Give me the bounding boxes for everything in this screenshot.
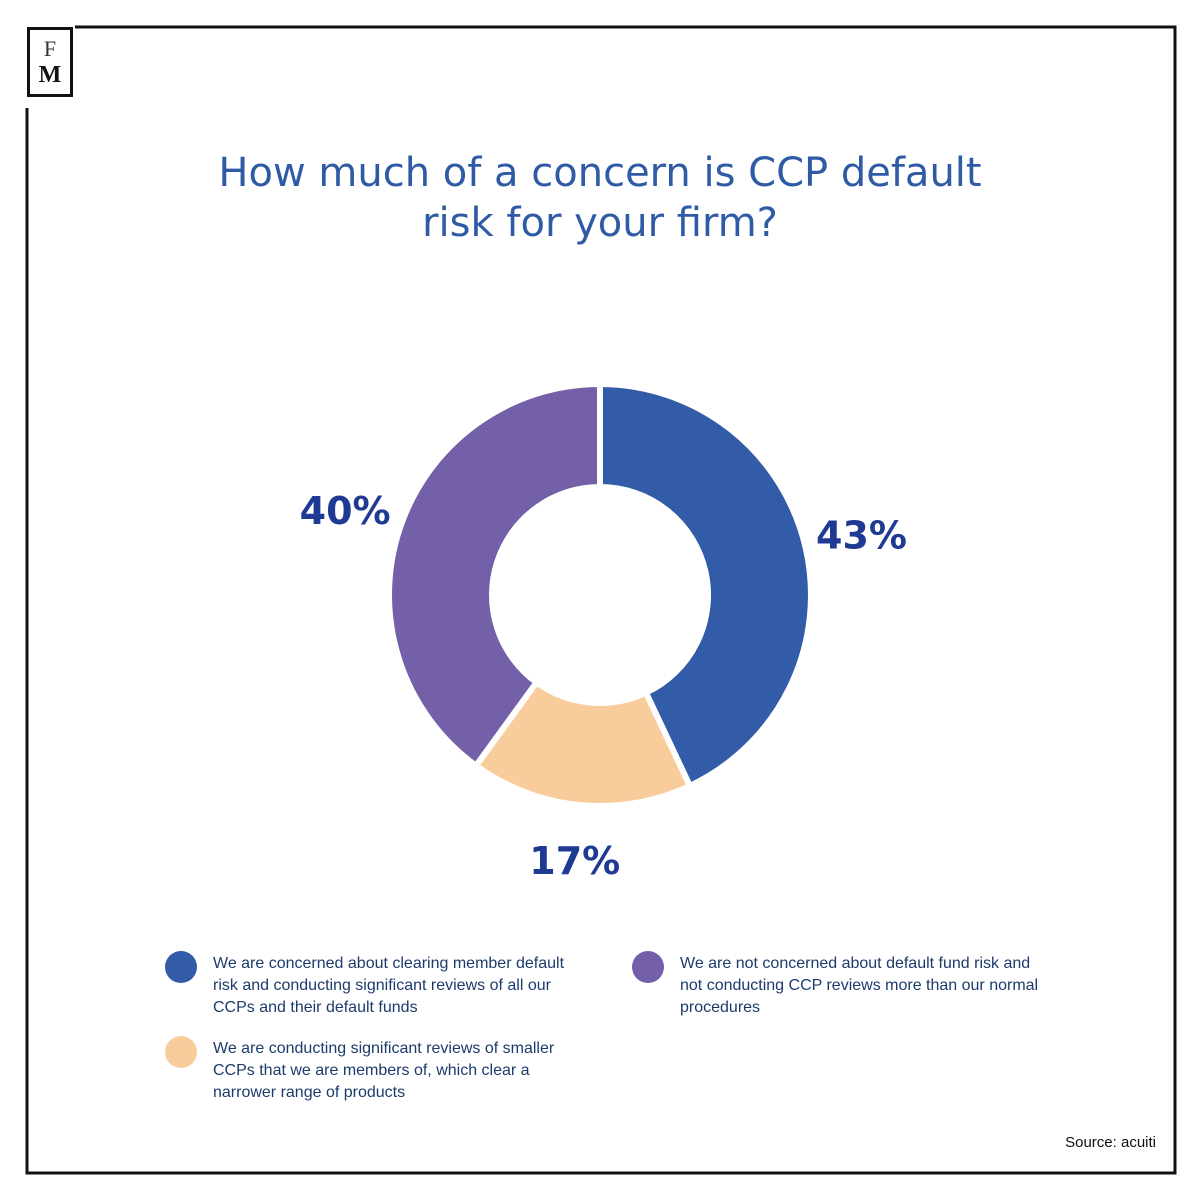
- legend-label: We are concerned about clearing member d…: [213, 955, 565, 1016]
- chart-title: How much of a concern is CCP default ris…: [218, 150, 982, 246]
- logo-bottom: M: [38, 62, 62, 88]
- slice: [386, 380, 603, 770]
- logo-top: F: [43, 36, 57, 61]
- slice: [471, 678, 694, 809]
- value-label: 40%: [300, 489, 391, 533]
- value-label: 43%: [816, 514, 907, 558]
- legend-marker: [165, 1036, 197, 1068]
- value-label: 17%: [529, 839, 620, 883]
- slice: [597, 380, 814, 790]
- legend-label: We are not concerned about default fund …: [680, 955, 1039, 1016]
- frame: [25, 25, 1177, 1175]
- logo: F M: [27, 27, 73, 97]
- legend-label: We are conducting significant reviews of…: [213, 1040, 555, 1101]
- legend-marker: [632, 951, 664, 983]
- source: Source: acuiti: [1065, 1134, 1156, 1151]
- legend-marker: [165, 951, 197, 983]
